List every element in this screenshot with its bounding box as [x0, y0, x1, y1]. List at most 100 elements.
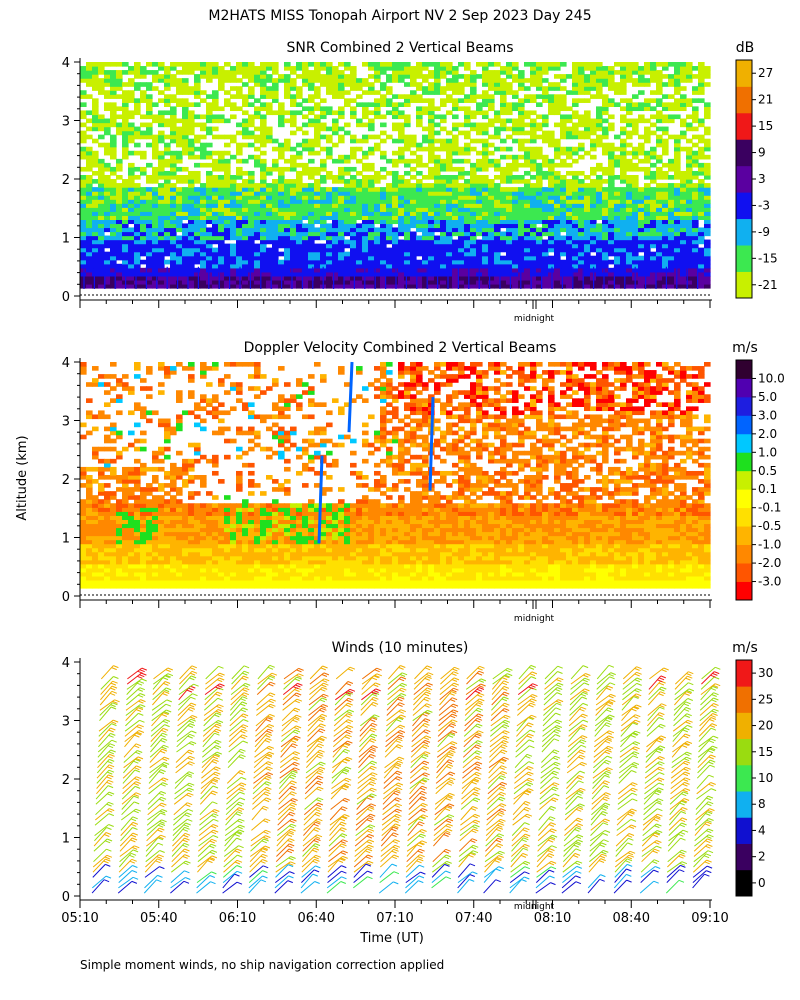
snr-cell: [188, 138, 195, 144]
snr-cell: [698, 150, 705, 156]
snr-cell: [476, 106, 483, 112]
snr-cell: [338, 263, 345, 269]
snr-cell: [140, 203, 147, 208]
doppler-cell: [80, 475, 87, 480]
snr-cell: [650, 223, 657, 229]
snr-cell: [260, 203, 267, 208]
snr-cell: [404, 223, 411, 229]
snr-cell: [296, 195, 303, 200]
snr-cell: [86, 203, 93, 208]
snr-cell: [296, 191, 303, 196]
snr-cell: [224, 166, 231, 172]
snr-cell: [80, 166, 87, 172]
snr-cell: [650, 243, 657, 249]
snr-cell: [404, 199, 411, 204]
snr-cell: [116, 195, 123, 200]
snr-cell: [272, 199, 279, 204]
snr-cell: [584, 90, 591, 95]
snr-cell: [446, 166, 453, 172]
snr-cell: [260, 150, 267, 156]
snr-cell: [554, 62, 561, 67]
snr-cell: [650, 70, 657, 75]
snr-cell: [278, 102, 285, 107]
snr-cell: [134, 130, 141, 136]
snr-cell: [230, 187, 237, 192]
snr-cell: [518, 78, 525, 83]
snr-cell: [698, 62, 705, 67]
snr-cell: [404, 267, 411, 273]
snr-cell: [134, 74, 141, 79]
snr-cell: [206, 219, 213, 225]
snr-cell: [530, 66, 537, 71]
snr-cell: [518, 223, 525, 229]
snr-cell: [590, 227, 597, 233]
snr-cell: [110, 207, 117, 212]
snr-cell: [248, 279, 255, 285]
snr-cell: [296, 102, 303, 107]
snr-cell: [512, 62, 519, 67]
snr-cell: [80, 203, 87, 208]
snr-cell: [476, 126, 483, 132]
snr-cell: [560, 94, 567, 99]
snr-cell: [362, 263, 369, 269]
snr-cell: [494, 239, 501, 245]
snr-cell: [608, 271, 615, 277]
snr-cell: [428, 90, 435, 95]
snr-cell: [224, 203, 231, 208]
snr-cell: [686, 114, 693, 120]
snr-cell: [524, 78, 531, 83]
snr-cell: [656, 251, 663, 257]
snr-cell: [560, 126, 567, 132]
snr-cell: [500, 179, 507, 184]
snr-cell: [326, 78, 333, 83]
doppler-cell: [104, 547, 111, 553]
snr-cell: [104, 70, 111, 75]
snr-cell: [416, 211, 423, 216]
snr-cell: [164, 122, 171, 128]
snr-cell: [422, 66, 429, 71]
snr-cell: [302, 146, 309, 152]
snr-cell: [530, 247, 537, 253]
snr-cell: [500, 126, 507, 132]
snr-cell: [536, 183, 543, 188]
snr-cell: [596, 138, 603, 144]
snr-cell: [338, 74, 345, 79]
snr-cell: [146, 207, 153, 212]
snr-cell: [158, 110, 165, 116]
snr-cell: [236, 187, 243, 192]
snr-cell: [458, 207, 465, 212]
snr-cell: [506, 223, 513, 229]
snr-cell: [344, 170, 351, 176]
snr-cell: [440, 66, 447, 71]
snr-cell: [614, 162, 621, 168]
snr-cell: [332, 122, 339, 128]
snr-cell: [512, 279, 519, 285]
snr-cell: [110, 183, 117, 188]
snr-cell: [266, 187, 273, 192]
snr-cell: [554, 142, 561, 148]
snr-cell: [236, 175, 243, 180]
snr-cell: [416, 227, 423, 233]
snr-cell: [230, 203, 237, 208]
snr-cell: [446, 283, 453, 289]
snr-cell: [560, 211, 567, 216]
snr-cell: [140, 94, 147, 99]
snr-cell: [332, 66, 339, 71]
snr-cell: [548, 183, 555, 188]
snr-cell: [686, 243, 693, 249]
snr-cell: [542, 231, 549, 237]
snr-cell: [122, 142, 129, 148]
snr-cell: [560, 239, 567, 245]
snr-cell: [656, 183, 663, 188]
snr-cell: [392, 138, 399, 144]
snr-cell: [182, 263, 189, 269]
snr-cell: [260, 86, 267, 91]
snr-cell: [686, 195, 693, 200]
snr-cell: [206, 235, 213, 241]
snr-cell: [188, 62, 195, 67]
snr-cell: [602, 130, 609, 136]
snr-cell: [608, 211, 615, 216]
snr-cell: [368, 86, 375, 91]
snr-cell: [116, 191, 123, 196]
snr-cell: [80, 275, 87, 281]
